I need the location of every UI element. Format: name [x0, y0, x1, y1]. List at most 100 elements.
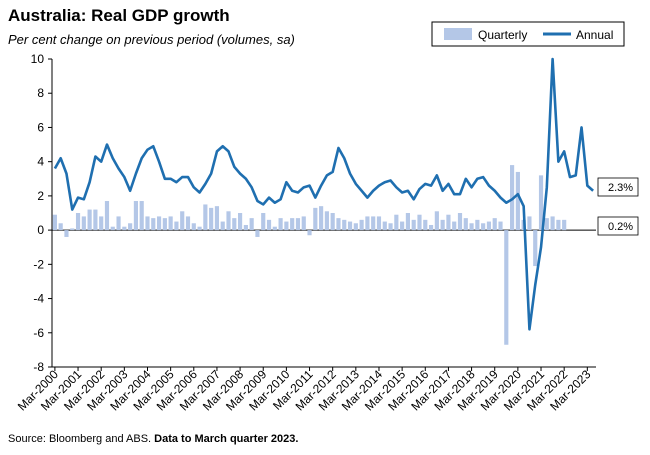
quarterly-bar [533, 230, 538, 267]
quarterly-bar [209, 207, 214, 231]
quarterly-bar [359, 219, 364, 231]
legend-quarterly-label: Quarterly [478, 28, 527, 42]
quarterly-bar [457, 213, 463, 231]
quarterly-bar [58, 223, 63, 231]
quarterly-bar [446, 214, 451, 231]
end-labels: 2.3% 0.2% [597, 177, 639, 236]
quarterly-bar [174, 221, 179, 231]
quarterly-bar [562, 219, 567, 231]
quarterly-bar [295, 218, 301, 231]
quarterly-bar [70, 228, 75, 231]
quarterly-bar [87, 209, 92, 231]
quarterly-bar [382, 221, 387, 231]
quarterly-bar [330, 213, 335, 231]
y-tick-label: 0 [37, 223, 44, 237]
y-tick-label: 10 [31, 52, 45, 66]
annual-end-label-box [597, 177, 639, 197]
quarterly-bar [313, 207, 318, 231]
y-tick-label: 6 [37, 120, 44, 134]
chart-title: Australia: Real GDP growth [8, 6, 230, 25]
quarterly-bar [353, 223, 358, 231]
x-tick-labels: Mar-2000Mar-2001Mar-2002Mar-2003Mar-2004… [15, 367, 594, 413]
quarterly-bar [376, 216, 382, 231]
quarterly-bar [336, 218, 341, 231]
quarterly-bar [116, 216, 121, 231]
quarterly-bars [52, 165, 567, 345]
quarterly-bar [122, 226, 127, 231]
y-tick-label: 8 [37, 86, 44, 100]
quarterly-bar [272, 226, 277, 231]
quarterly-bar [307, 230, 312, 236]
legend: Quarterly Annual [431, 21, 625, 47]
quarterly-bar [434, 211, 439, 231]
chart-subtitle: Per cent change on previous period (volu… [8, 32, 295, 47]
quarterly-bar [214, 206, 220, 231]
quarterly-bar [226, 211, 231, 231]
quarterly-bar [238, 213, 243, 231]
y-tick-label: -4 [33, 292, 44, 306]
quarterly-bar [81, 216, 86, 231]
quarterly-bar [191, 223, 196, 231]
quarterly-bar [278, 218, 283, 231]
y-tick-label: -8 [33, 360, 44, 374]
quarterly-bar [249, 218, 254, 231]
quarterly-bar [371, 216, 376, 231]
annual-line-group [53, 57, 594, 331]
quarterly-bar [162, 218, 167, 231]
quarterly-end-label-box [597, 216, 639, 236]
quarterly-end-label: 0.2% [608, 221, 633, 233]
quarterly-bar [452, 221, 457, 231]
quarterly-bar [498, 221, 503, 231]
quarterly-bar [400, 221, 405, 231]
quarterly-bar [261, 213, 266, 231]
quarterly-bar [75, 213, 81, 231]
quarterly-bar [544, 218, 549, 231]
quarterly-bar [203, 204, 208, 231]
quarterly-bar [550, 216, 555, 231]
quarterly-bar [417, 214, 422, 231]
quarterly-bar [347, 221, 353, 231]
quarterly-bar [486, 221, 492, 231]
quarterly-bar [504, 230, 509, 345]
quarterly-bar [423, 219, 428, 231]
quarterly-bar [284, 221, 289, 231]
quarterly-bar [515, 171, 520, 231]
chart-source: Source: Bloomberg and ABS. Data to March… [8, 433, 298, 445]
quarterly-bar [52, 214, 57, 231]
quarterly-bar [428, 224, 434, 231]
quarterly-bar [168, 216, 173, 231]
quarterly-bar [151, 218, 156, 231]
quarterly-bar [266, 219, 272, 231]
annual-end-label: 2.3% [608, 182, 633, 194]
legend-quarterly-swatch [444, 28, 472, 40]
annual-line [53, 57, 594, 331]
y-tick-label: 2 [37, 189, 44, 203]
quarterly-bar [342, 219, 347, 231]
quarterly-bar [405, 213, 410, 231]
y-tick-label: -6 [33, 326, 44, 340]
quarterly-bar [556, 219, 561, 231]
quarterly-bar [139, 201, 144, 231]
quarterly-bar [104, 201, 110, 231]
y-tick-label: 4 [37, 155, 44, 169]
quarterly-bar [99, 216, 104, 231]
quarterly-bar [411, 219, 416, 231]
quarterly-bar [290, 218, 295, 231]
quarterly-bar [527, 216, 532, 231]
quarterly-bar [492, 218, 497, 231]
quarterly-bar [232, 218, 237, 231]
quarterly-bar [185, 216, 191, 231]
legend-annual-label: Annual [576, 28, 613, 42]
y-tick-label: -2 [33, 257, 44, 271]
quarterly-bar [365, 216, 370, 231]
quarterly-bar [197, 226, 202, 231]
quarterly-bar [180, 211, 185, 231]
source-text: Source: Bloomberg and ABS. [8, 433, 152, 445]
quarterly-bar [110, 226, 115, 231]
quarterly-bar [128, 223, 133, 231]
quarterly-bar [388, 223, 393, 231]
quarterly-bar [469, 223, 474, 231]
quarterly-bar [324, 211, 329, 231]
quarterly-bar [394, 214, 399, 231]
